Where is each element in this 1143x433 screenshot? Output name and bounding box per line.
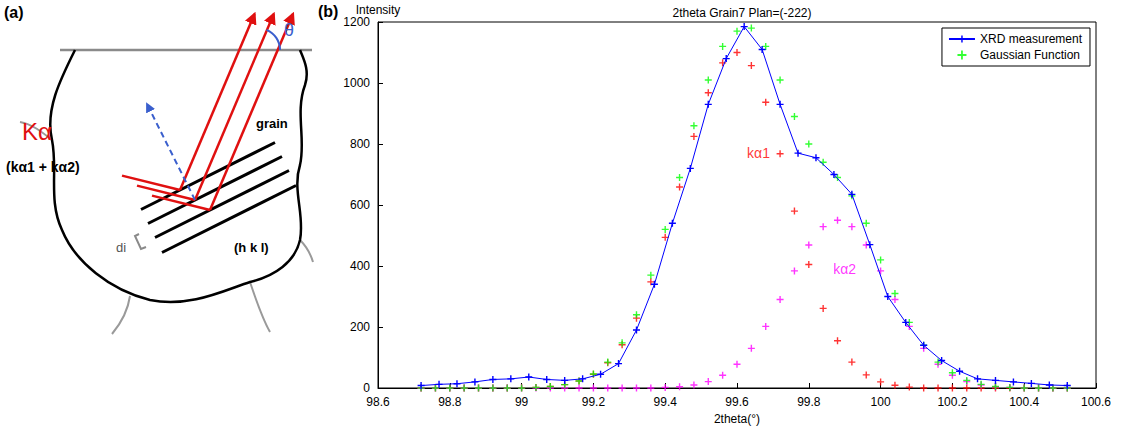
svg-text:98.8: 98.8 [438, 395, 462, 409]
svg-text:(b): (b) [318, 3, 338, 20]
svg-text:(kα1 + kα2): (kα1 + kα2) [6, 159, 80, 175]
svg-text:99.6: 99.6 [725, 395, 749, 409]
svg-text:1200: 1200 [343, 15, 370, 29]
svg-text:grain: grain [256, 116, 288, 131]
svg-text:600: 600 [350, 198, 370, 212]
svg-text:di: di [116, 240, 126, 255]
svg-text:(h k l): (h k l) [234, 240, 269, 255]
svg-text:kα2: kα2 [833, 261, 856, 277]
svg-text:Intensity: Intensity [355, 3, 401, 17]
svg-text:100.6: 100.6 [1081, 395, 1111, 409]
svg-text:98.6: 98.6 [366, 395, 390, 409]
svg-text:kα1: kα1 [747, 145, 770, 161]
svg-text:400: 400 [350, 259, 370, 273]
svg-text:99.8: 99.8 [797, 395, 821, 409]
svg-text:99.4: 99.4 [654, 395, 678, 409]
svg-text:2theta Grain7 Plan=(-222): 2theta Grain7 Plan=(-222) [672, 6, 811, 20]
svg-text:100.4: 100.4 [1009, 395, 1039, 409]
svg-text:XRD measurement: XRD measurement [980, 32, 1083, 46]
svg-text:(a): (a) [4, 4, 24, 21]
svg-text:200: 200 [350, 320, 370, 334]
svg-text:99: 99 [515, 395, 529, 409]
svg-text:99.2: 99.2 [582, 395, 606, 409]
svg-text:0: 0 [363, 381, 370, 395]
svg-text:Kα: Kα [22, 118, 52, 145]
svg-text:Gaussian Function: Gaussian Function [980, 48, 1080, 62]
svg-text:100.2: 100.2 [937, 395, 967, 409]
svg-text:1000: 1000 [343, 76, 370, 90]
svg-text:θ: θ [284, 20, 294, 40]
svg-text:800: 800 [350, 137, 370, 151]
svg-text:100: 100 [871, 395, 891, 409]
svg-text:2theta(°): 2theta(°) [714, 412, 760, 426]
